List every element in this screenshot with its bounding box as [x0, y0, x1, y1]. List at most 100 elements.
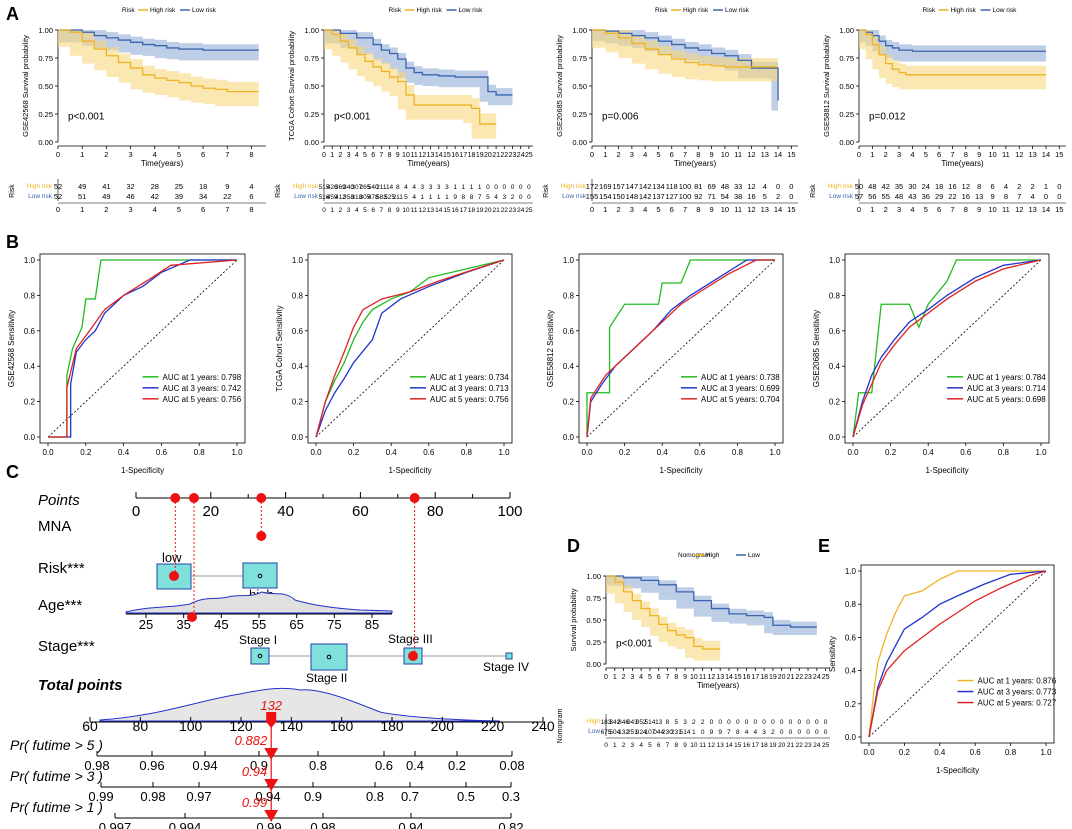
km-risk-x-tick-label: 13 — [427, 207, 435, 214]
roc-legend-label: AUC at 5 years: 0.727 — [978, 699, 1057, 708]
km-risk-x-tick-label: 1 — [330, 207, 334, 214]
km-x-tick-label: 2 — [104, 150, 108, 159]
roc-x-tick-label: 1.0 — [498, 448, 510, 457]
nomo-points-tick-label: 100 — [497, 503, 522, 520]
km-risk-low-count: 54 — [721, 192, 729, 201]
nomo-pr5-marker — [264, 748, 279, 760]
km-y-tick-label: 0.75 — [304, 54, 319, 63]
nomo-pr3-tick-label: 0.3 — [502, 789, 520, 804]
km-risk-low-count: 583 — [376, 194, 387, 201]
km-risk-high-count: 0 — [824, 719, 828, 726]
km-risk-low-count: 675 — [601, 729, 612, 736]
nomo-age-tick-label: 55 — [252, 617, 266, 632]
roc-frame — [307, 253, 513, 444]
roc-curve-3-year — [868, 570, 1047, 738]
nomo-total-tick-label: 160 — [330, 718, 354, 734]
km-risk-low-count: 9 — [718, 729, 722, 736]
km-risk-low-count: 0 — [815, 729, 819, 736]
km-risk-low-count: 34 — [199, 192, 207, 201]
km-x-tick-label: 11 — [411, 152, 418, 159]
roc-x-tick-label: 1.0 — [231, 448, 243, 457]
km-risk-low-count: 42 — [151, 192, 159, 201]
nomo-risk-marker — [169, 571, 179, 581]
nomo-stage-ii-box — [310, 643, 348, 671]
km-x-tick-label: 5 — [656, 150, 660, 159]
km-x-tick-label: 10 — [721, 150, 729, 159]
roc-diagonal — [868, 570, 1047, 738]
km-risk-high-count: 52 — [54, 182, 62, 191]
km-risk-high-count: 147 — [626, 182, 639, 191]
km-risk-x-tick-label: 4 — [153, 205, 157, 214]
km-risk-high-count: 4 — [412, 184, 416, 191]
km-risk-high-count: 426 — [327, 184, 338, 191]
km-risk-low-count: 211 — [393, 194, 404, 201]
roc-x-tick-label: 0.6 — [960, 448, 972, 457]
km-x-tick-label: 25 — [822, 674, 830, 681]
km-risk-low-count: 22 — [948, 192, 956, 201]
km-risk-high-count: 0 — [486, 184, 490, 191]
km-x-tick-label: 21 — [787, 674, 795, 681]
km-risk-high-count: 49 — [78, 182, 86, 191]
km-risk-x-tick-label: 19 — [769, 742, 777, 749]
km-risk-high-count: 69 — [707, 182, 715, 191]
km-risk-x-tick-label: 0 — [604, 742, 608, 749]
km-risk-low-count: 230 — [662, 729, 673, 736]
km-x-tick-label: 0 — [322, 152, 326, 159]
nomo-pr5-tick-label: 0.4 — [406, 758, 424, 773]
km-risk-high-count: 3 — [683, 719, 687, 726]
nomo-pr3-tick-label: 0.8 — [366, 789, 384, 804]
km-high-curve — [859, 29, 1046, 76]
km-risk-low-count: 251 — [627, 729, 638, 736]
km-x-tick-label: 3 — [630, 150, 634, 159]
km-x-tick-label: 0 — [857, 150, 861, 159]
km-risk-low-count: 318 — [351, 194, 362, 201]
nomo-age-tick-label: 75 — [327, 617, 341, 632]
nomo-points-tick-label: 0 — [132, 503, 140, 520]
km-legend-low-label: Low risk — [192, 7, 217, 14]
roc-x-tick-label: 0.6 — [694, 448, 706, 457]
roc-y-axis-label: GSE20685 Sensitivity — [812, 310, 821, 387]
roc-x-tick-label: 0.0 — [847, 448, 859, 457]
km-risk-axis-label: Risk — [9, 184, 16, 198]
roc-y-axis-label: TCGA Cohort Sensitivity — [275, 305, 284, 391]
km-risk-low-label: Low risk — [28, 193, 53, 200]
km-risk-high-count: 2 — [1031, 182, 1035, 191]
km-risk-high-count: 1 — [453, 184, 457, 191]
nomo-age-density — [125, 591, 393, 614]
nomo-total-density — [99, 687, 501, 722]
km-risk-x-tick-label: 11 — [699, 742, 706, 749]
km-risk-high-count: 12 — [747, 182, 755, 191]
roc-frame — [844, 253, 1050, 444]
roc-legend-label: AUC at 3 years: 0.742 — [163, 384, 242, 393]
km-risk-x-tick-label: 16 — [743, 742, 751, 749]
km-risk-x-tick-label: 20 — [778, 742, 786, 749]
km-risk-high-count: 41 — [102, 182, 110, 191]
km-x-tick-label: 20 — [484, 152, 492, 159]
nomo-total-tick-label: 120 — [229, 718, 253, 734]
km-risk-x-tick-label: 11 — [411, 207, 418, 214]
km-risk-x-tick-label: 8 — [388, 207, 392, 214]
roc-x-tick-label: 0.2 — [885, 448, 897, 457]
km-risk-low-count: 1 — [421, 194, 425, 201]
km-risk-low-count: 46 — [126, 192, 134, 201]
km-low-curve — [592, 29, 779, 101]
km-risk-x-tick-label: 7 — [683, 205, 687, 214]
km-x-tick-label: 19 — [769, 674, 777, 681]
km-risk-low-count: 9 — [453, 194, 457, 201]
km-risk-x-tick-label: 25 — [822, 742, 830, 749]
km-risk-x-tick-label: 1 — [80, 205, 84, 214]
km-risk-low-label: Low risk — [562, 193, 587, 200]
nomo-points-tick-label: 60 — [352, 503, 369, 520]
km-risk-high-label: High — [587, 718, 601, 725]
km-legend-low-label: Low risk — [993, 7, 1018, 14]
km-y-tick-label: 0.25 — [839, 110, 854, 119]
km-low-curve — [606, 575, 817, 628]
roc-legend-label: AUC at 1 years: 0.798 — [163, 373, 242, 382]
nomo-pr3-tick-label: 0.98 — [140, 789, 165, 804]
km-x-tick-label: 22 — [500, 152, 508, 159]
km-panel-3: 0.000.250.500.751.000 1 2 3 4 5 6 7 8 9 10 11 12 13 14… — [543, 7, 798, 214]
km-x-tick-label: 14 — [1042, 150, 1050, 159]
km-risk-low-count: 2 — [771, 729, 775, 736]
km-y-tick-label: 0.50 — [38, 82, 53, 91]
km-risk-high-count: 12 — [962, 182, 970, 191]
